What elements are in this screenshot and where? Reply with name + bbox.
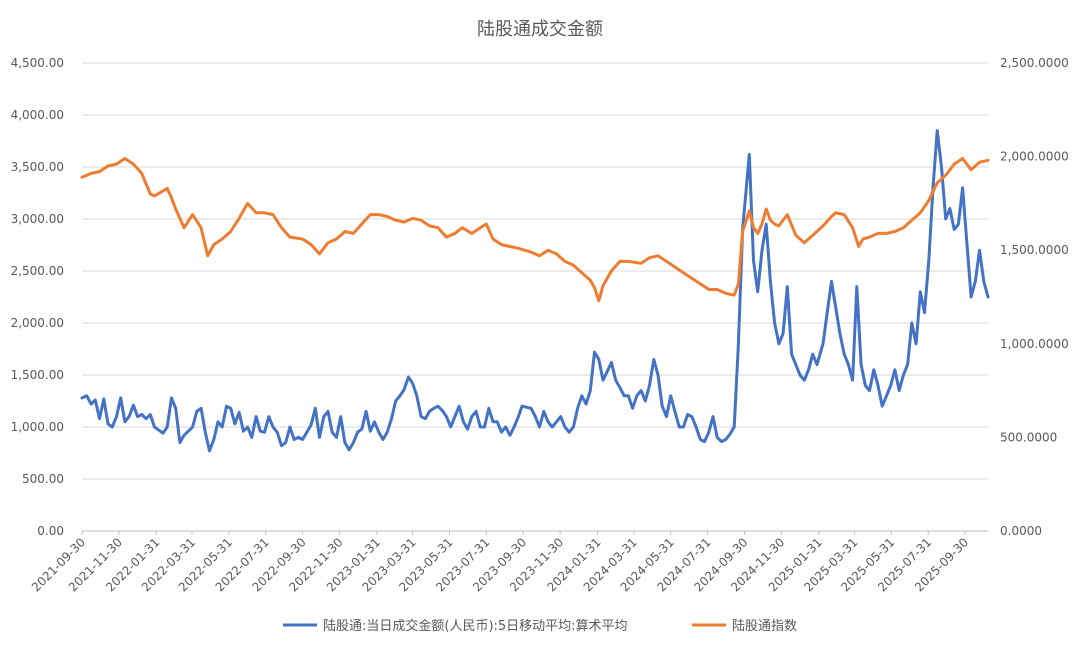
left-tick-label: 3,500.00 xyxy=(11,160,64,174)
left-tick-label: 2,000.00 xyxy=(11,316,64,330)
series-lines xyxy=(80,129,990,453)
left-tick-label: 4,500.00 xyxy=(11,56,64,70)
left-tick-label: 3,000.00 xyxy=(11,212,64,226)
series-line-index xyxy=(80,157,990,303)
right-tick-label: 1,000.0000 xyxy=(1000,337,1069,351)
right-tick-label: 1,500.0000 xyxy=(1000,243,1069,257)
left-axis-ticks: 0.00 500.00 1,000.00 1,500.00 2,000.00 2,500.… xyxy=(11,56,64,538)
legend: 陆股通:当日成交金额(人民币):5日移动平均:算术平均 陆股通指数 xyxy=(283,618,797,634)
right-tick-label: 2,500.0000 xyxy=(1000,56,1069,70)
right-axis-ticks: 0.0000 500.0000 1,000.0000 1,500.0000 2,000.… xyxy=(1000,56,1069,538)
left-tick-label: 0.00 xyxy=(37,524,64,538)
series-line-turnover xyxy=(80,129,990,453)
legend-label: 陆股通:当日成交金额(人民币):5日移动平均:算术平均 xyxy=(323,618,628,634)
chart-title: 陆股通成交金额 xyxy=(477,19,603,40)
left-tick-label: 1,500.00 xyxy=(11,368,64,382)
left-tick-label: 4,000.00 xyxy=(11,108,64,122)
left-tick-label: 2,500.00 xyxy=(11,264,64,278)
legend-label: 陆股通指数 xyxy=(732,618,797,634)
left-tick-label: 500.00 xyxy=(22,472,64,486)
right-tick-label: 2,000.0000 xyxy=(1000,150,1069,164)
left-tick-label: 1,000.00 xyxy=(11,420,64,434)
right-tick-label: 0.0000 xyxy=(1000,524,1042,538)
right-tick-label: 500.0000 xyxy=(1000,430,1057,444)
gridlines xyxy=(82,62,988,532)
